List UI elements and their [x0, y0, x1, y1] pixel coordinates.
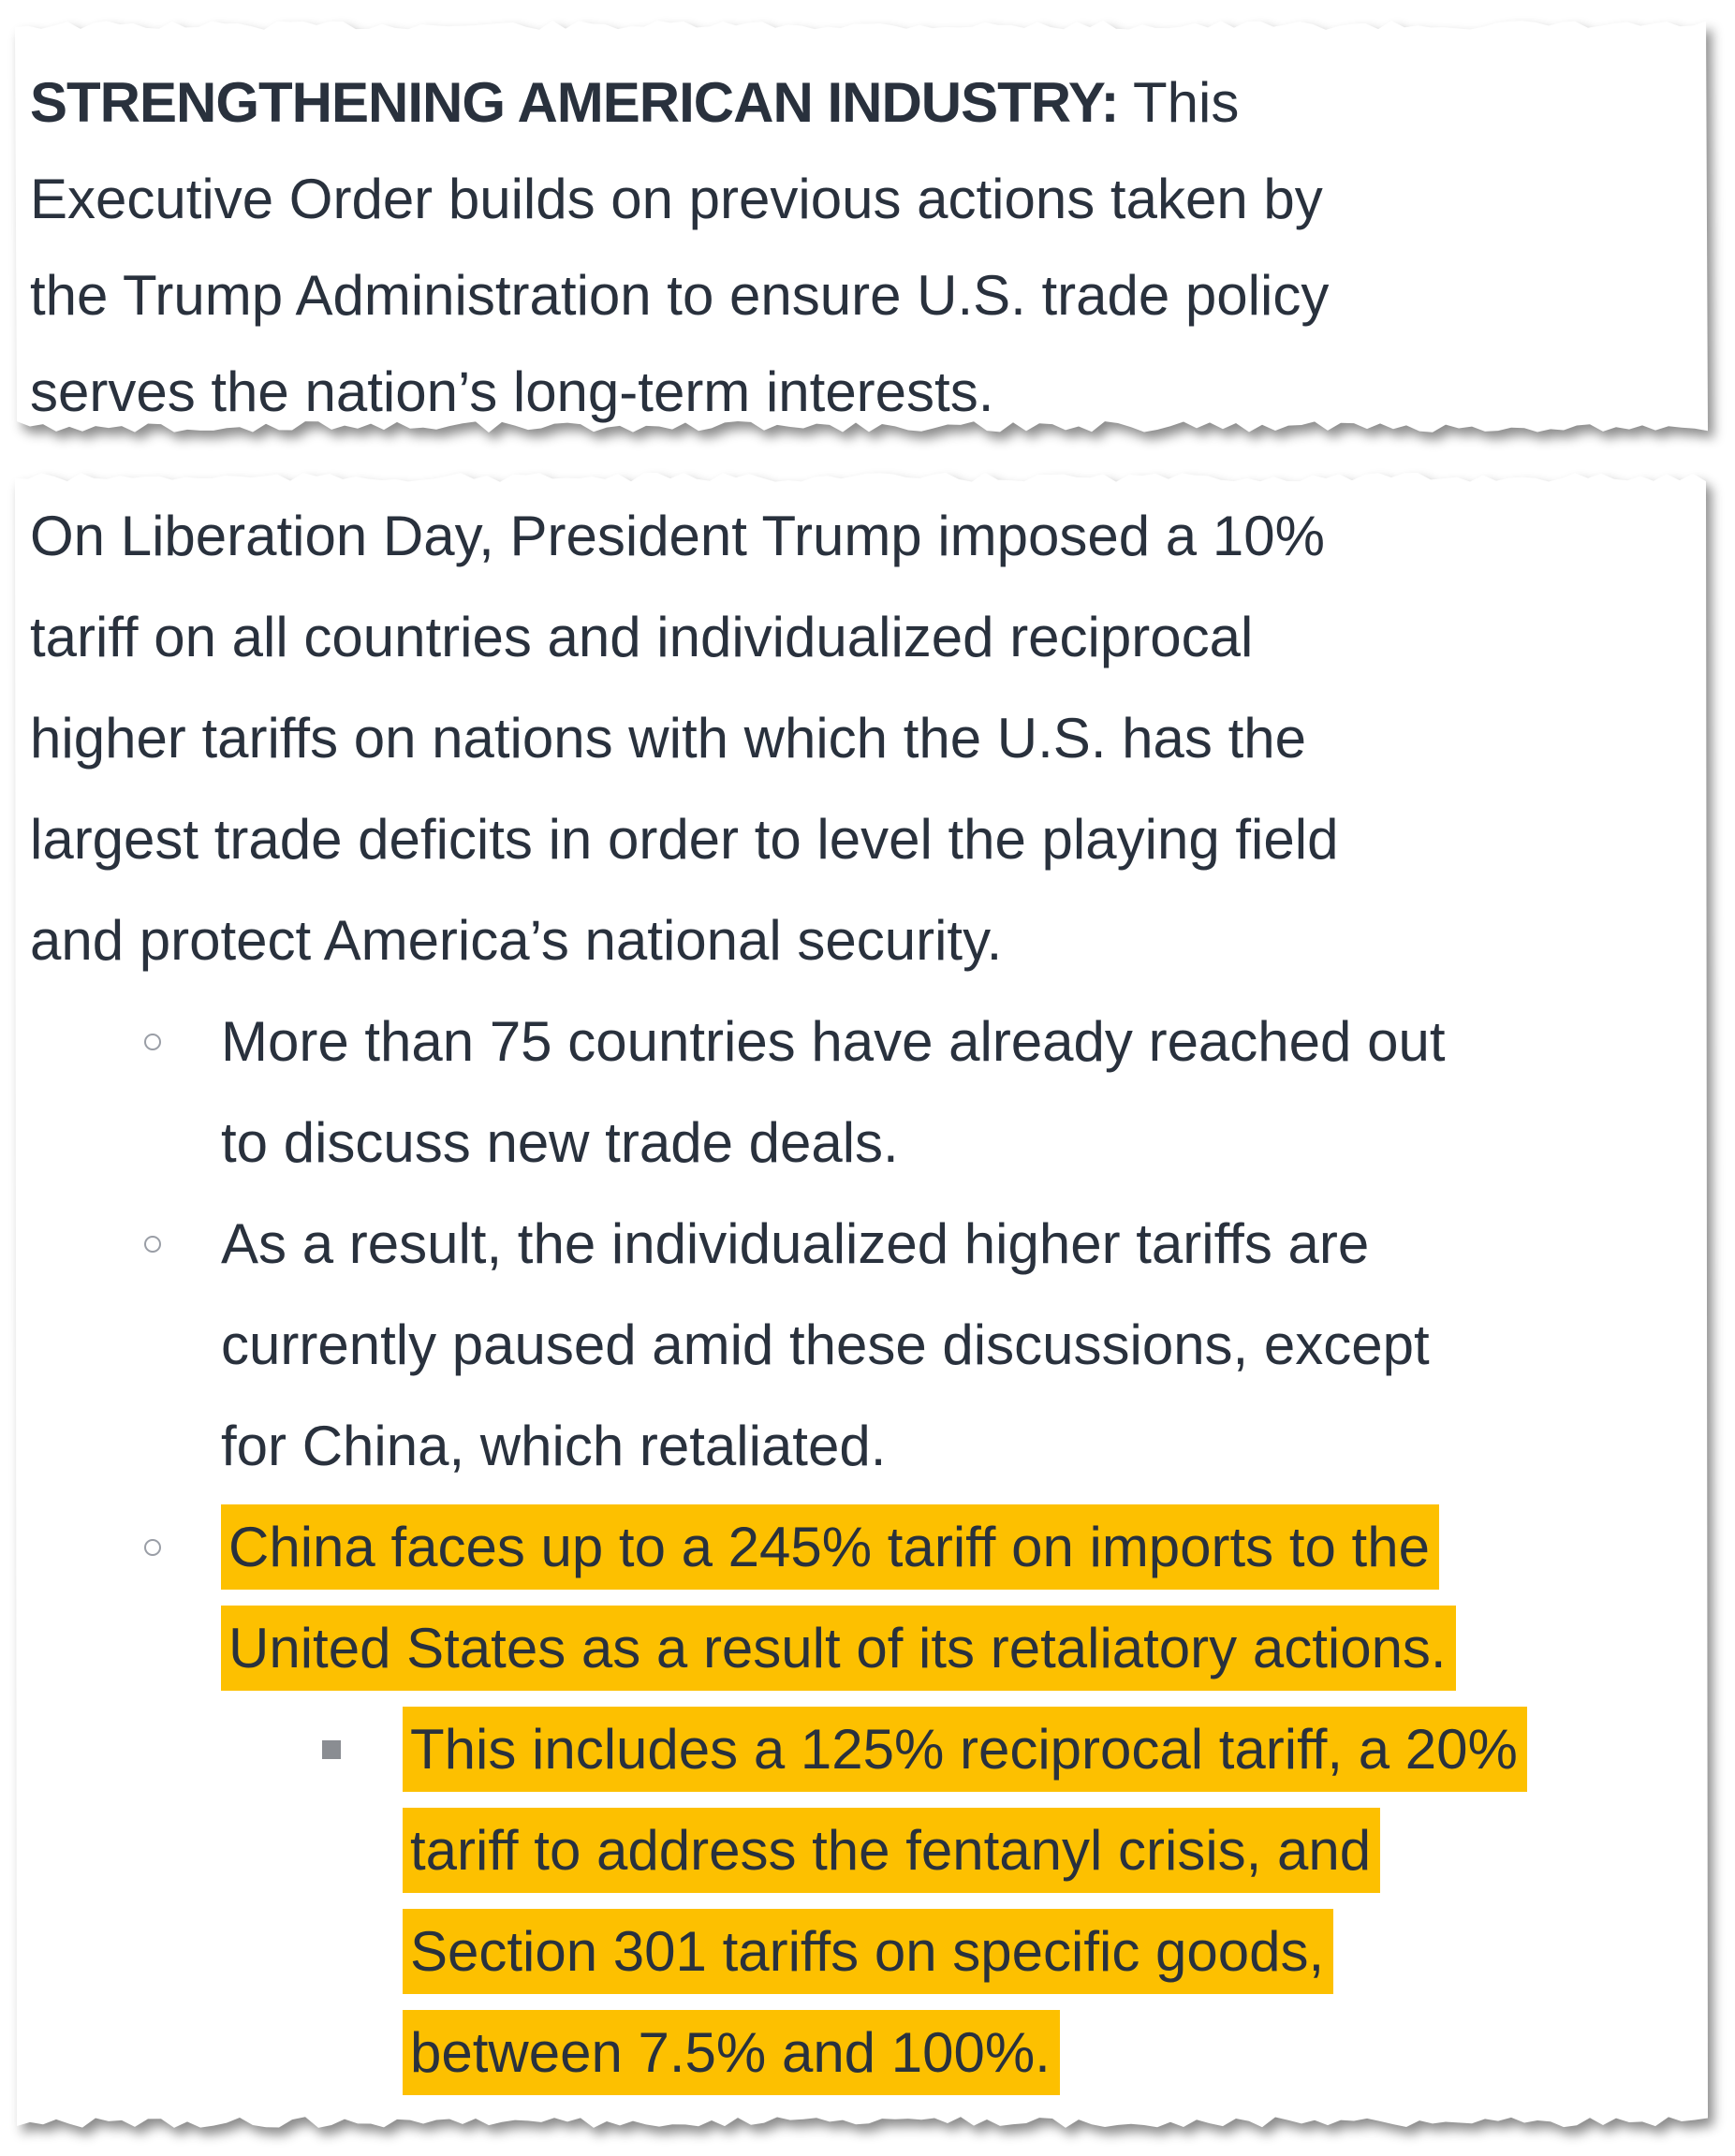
highlighted-sub-bullet-line-text: between 7.5% and 100%. — [403, 2010, 1060, 2095]
highlighted-sub-bullet-line-text: Section 301 tariffs on specific goods, — [403, 1909, 1334, 1994]
bullet-line-text: As a result, the individualized higher t… — [221, 1212, 1370, 1275]
bullet-line-text: to discuss new trade deals. — [221, 1111, 899, 1174]
paragraph-line: tariff on all countries and individualiz… — [30, 600, 1253, 675]
paragraph-line-text: tariff on all countries and individualiz… — [30, 606, 1254, 668]
paragraph-line-text: largest trade deficits in order to level… — [30, 808, 1339, 871]
intro-line: serves the nation’s long-term interests. — [30, 360, 994, 423]
highlighted-sub-bullet-line: This includes a 125% reciprocal tariff, … — [403, 1707, 1527, 1792]
intro-line-1: STRENGTHENING AMERICAN INDUSTRY: This — [30, 66, 1239, 140]
excerpt-card-intro: STRENGTHENING AMERICAN INDUSTRY: This Ex… — [15, 21, 1708, 433]
bullet-line: As a result, the individualized higher t… — [221, 1207, 1369, 1282]
paragraph-line-text: On Liberation Day, President Trump impos… — [30, 505, 1325, 567]
intro-line: the Trump Administration to ensure U.S. … — [30, 264, 1330, 327]
highlighted-sub-bullet-line-text: tariff to address the fentanyl crisis, a… — [403, 1808, 1381, 1893]
paragraph-line: and protect America’s national security. — [30, 903, 1002, 978]
highlighted-bullet-line: United States as a result of its retalia… — [221, 1606, 1456, 1691]
paragraph-line: higher tariffs on nations with which the… — [30, 701, 1306, 776]
square-bullet-icon — [322, 1740, 341, 1759]
paragraph-line: largest trade deficits in order to level… — [30, 802, 1338, 877]
bullet-line-text: currently paused amid these discussions,… — [221, 1313, 1430, 1376]
bullet-line: to discuss new trade deals. — [221, 1106, 899, 1181]
paragraph-line: On Liberation Day, President Trump impos… — [30, 499, 1325, 574]
intro-line: Executive Order builds on previous actio… — [30, 168, 1323, 230]
highlighted-sub-bullet-line-text: This includes a 125% reciprocal tariff, … — [403, 1707, 1527, 1792]
circle-bullet-icon — [144, 1539, 161, 1556]
paragraph-line-text: and protect America’s national security. — [30, 909, 1003, 972]
torn-paper: On Liberation Day, President Trump impos… — [15, 473, 1708, 2128]
highlighted-sub-bullet-line: tariff to address the fentanyl crisis, a… — [403, 1808, 1381, 1893]
bullet-line: for China, which retaliated. — [221, 1409, 886, 1484]
highlighted-bullet-line: China faces up to a 245% tariff on impor… — [221, 1504, 1439, 1590]
bullet-line-text: More than 75 countries have already reac… — [221, 1010, 1446, 1073]
highlighted-bullet-line-text: China faces up to a 245% tariff on impor… — [221, 1504, 1439, 1590]
circle-bullet-icon — [144, 1034, 161, 1050]
bullet-line: currently paused amid these discussions,… — [221, 1308, 1430, 1383]
highlighted-sub-bullet-line: between 7.5% and 100%. — [403, 2010, 1060, 2095]
highlighted-bullet-line-text: United States as a result of its retalia… — [221, 1606, 1456, 1691]
bullet-line-text: for China, which retaliated. — [221, 1415, 887, 1477]
torn-paper: STRENGTHENING AMERICAN INDUSTRY: This Ex… — [15, 21, 1708, 433]
intro-text: This — [1133, 71, 1240, 134]
paragraph-line-text: higher tariffs on nations with which the… — [30, 707, 1306, 770]
intro-heading: STRENGTHENING AMERICAN INDUSTRY: — [30, 71, 1119, 134]
bullet-line: More than 75 countries have already reac… — [221, 1005, 1446, 1079]
excerpt-card-body: On Liberation Day, President Trump impos… — [15, 473, 1708, 2128]
highlighted-sub-bullet-line: Section 301 tariffs on specific goods, — [403, 1909, 1334, 1994]
circle-bullet-icon — [144, 1236, 161, 1253]
